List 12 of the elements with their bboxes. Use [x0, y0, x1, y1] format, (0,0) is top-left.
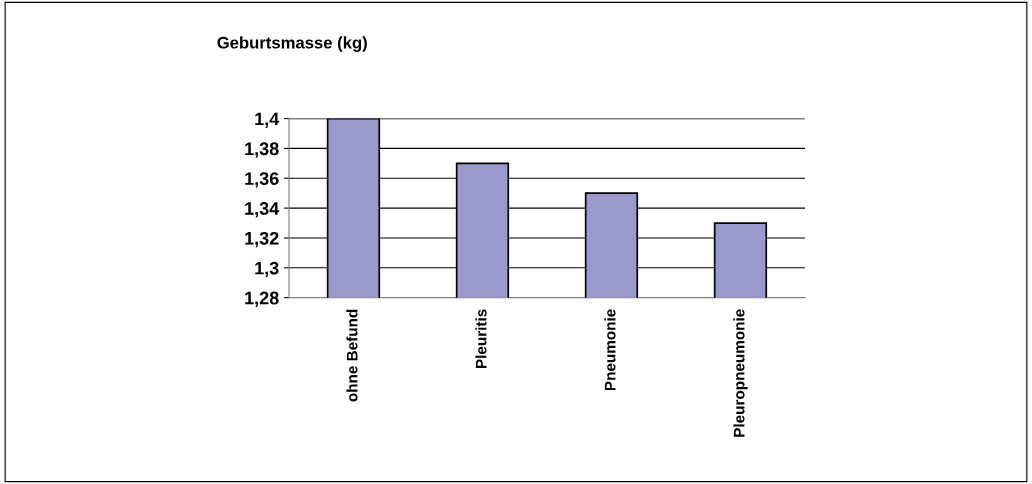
y-tick-label: 1,34	[245, 202, 280, 218]
y-tick-label: 1,4	[255, 112, 280, 128]
y-tick-label: 1,28	[245, 291, 279, 307]
x-tick-label: Pleuritis	[475, 309, 487, 369]
x-tick-label: Pneumonie	[604, 309, 616, 391]
y-tick-label: 1,3	[255, 261, 279, 278]
y-tick-label: 1,38	[245, 142, 279, 158]
y-tick-label: 1,36	[245, 172, 279, 188]
x-tick-label: ohne Befund	[346, 309, 358, 402]
x-tick-label: Pleuropneumonie	[733, 309, 748, 437]
chart-title: Geburtsmasse (kg)	[217, 36, 367, 52]
y-tick-label: 1,32	[245, 231, 279, 248]
